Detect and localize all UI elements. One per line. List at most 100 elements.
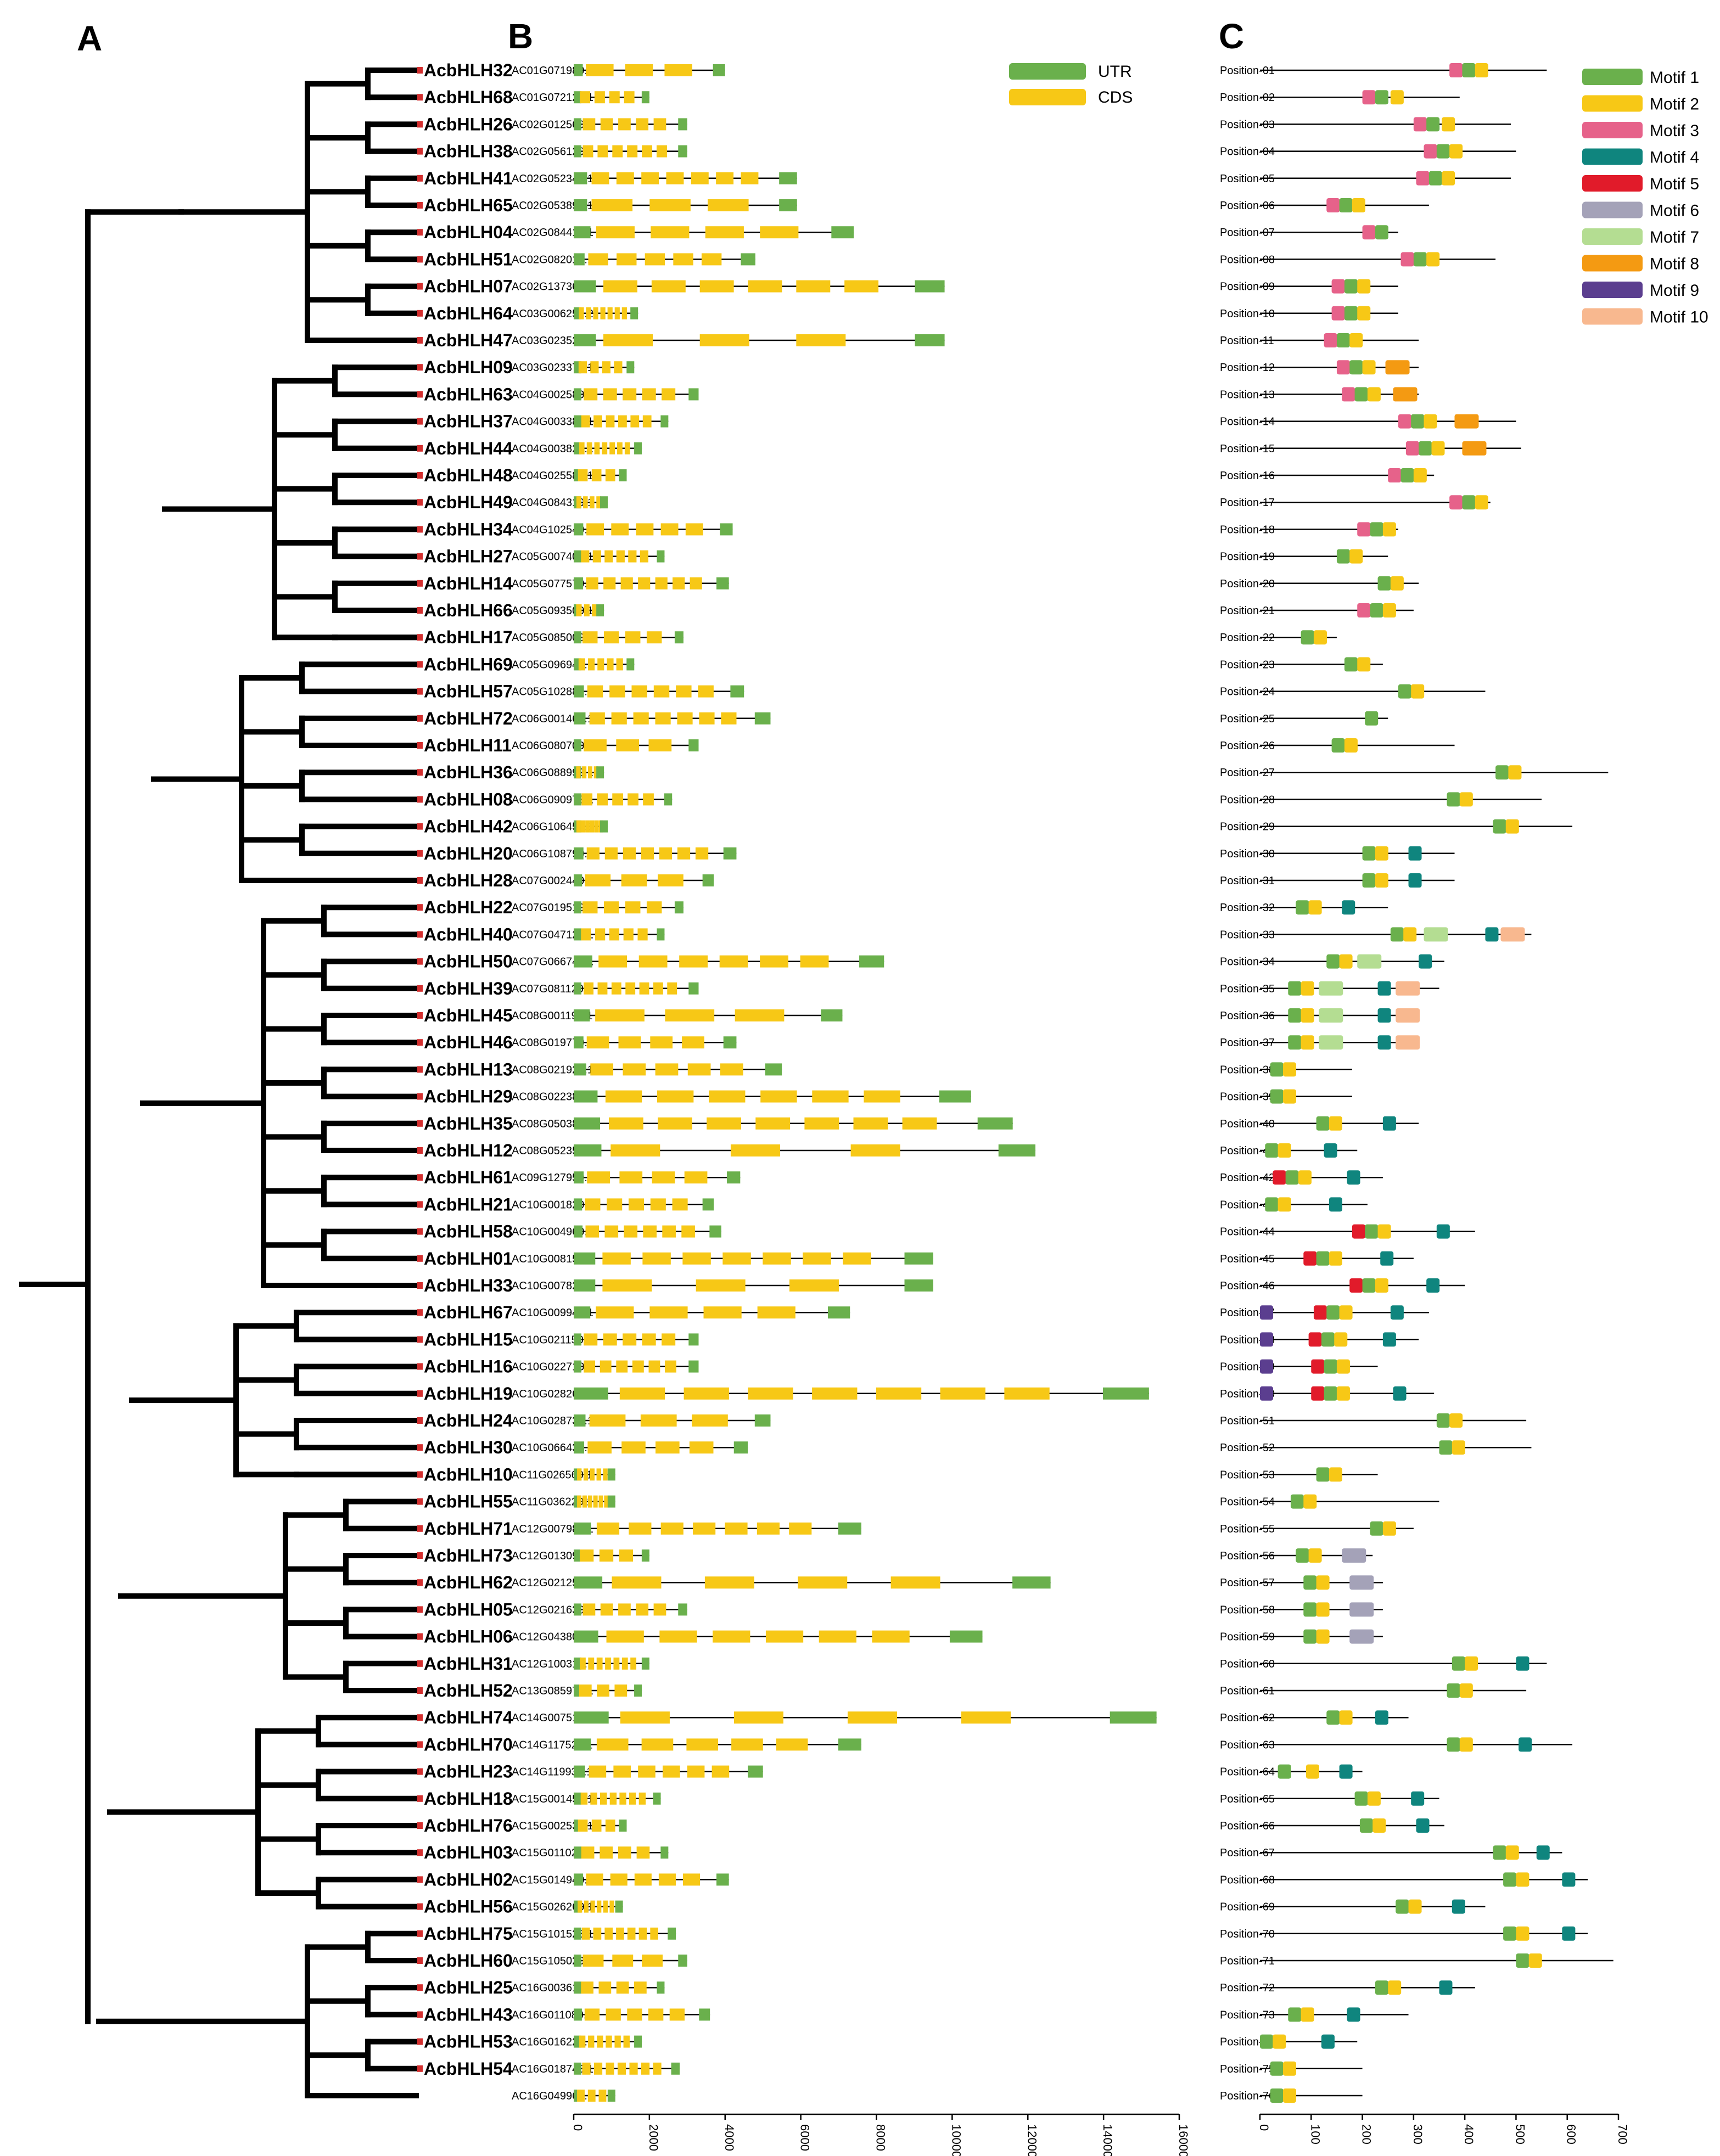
axis-tick-label: 400 — [1462, 2124, 1476, 2144]
position-id: Position-31 — [1220, 875, 1275, 887]
utr-block — [730, 685, 744, 698]
cds-block — [604, 1927, 613, 1940]
motif-5-box — [1311, 1359, 1325, 1374]
utr-block — [765, 1063, 782, 1076]
utr-block — [574, 1252, 596, 1265]
cds-block — [604, 1495, 609, 1508]
cds-block — [642, 1252, 671, 1265]
position-id: Position-29 — [1220, 821, 1275, 833]
utr-block — [904, 1252, 933, 1265]
gene-name: AcbHLH06 — [424, 1627, 513, 1647]
position-id: Position-15 — [1220, 443, 1275, 455]
cds-block — [611, 712, 627, 725]
cds-block — [748, 280, 782, 293]
motif-2-box — [1278, 1143, 1291, 1158]
utr-block — [574, 1738, 591, 1751]
cds-block — [698, 685, 714, 698]
motif-2-box — [1449, 144, 1463, 159]
position-id: Position-59 — [1220, 1631, 1275, 1643]
leaf-marker — [417, 1876, 423, 1883]
position-id: Position-52 — [1220, 1442, 1275, 1454]
leaf-marker — [417, 607, 423, 614]
cds-block — [699, 334, 749, 346]
leaf-marker — [417, 1282, 423, 1289]
cds-block — [662, 388, 676, 401]
axis-tick-label: 0 — [571, 2124, 585, 2131]
gene-name: AcbHLH12 — [424, 1141, 513, 1160]
utr-block — [664, 793, 673, 806]
motif-10-box — [1396, 981, 1420, 996]
cds-block — [646, 631, 662, 644]
utr-block — [827, 1306, 850, 1319]
motif-legend-swatch — [1582, 201, 1643, 218]
utr-block — [741, 253, 755, 266]
cds-block — [598, 1981, 612, 1994]
motif-1-box — [1436, 144, 1450, 159]
motif-4-box — [1411, 1791, 1425, 1806]
utr-block — [574, 550, 581, 563]
cds-block — [617, 253, 637, 266]
transcript-id: AC07G081120.2 — [512, 983, 593, 995]
cds-block — [630, 1657, 637, 1670]
utr-block — [1103, 1387, 1149, 1400]
motif-5-box — [1352, 1224, 1365, 1239]
position-id: Position-07 — [1220, 227, 1275, 239]
cds-block — [584, 2008, 600, 2021]
cds-block — [618, 118, 631, 131]
transcript-id: AC03G023370.1 — [512, 362, 593, 374]
position-id: Position-64 — [1220, 1766, 1275, 1778]
motif-1-box — [1447, 1683, 1460, 1698]
motif-8-box — [1454, 414, 1479, 429]
utr-block — [904, 1279, 933, 1292]
utr-block — [754, 1414, 771, 1427]
gene-name: AcbHLH64 — [424, 304, 513, 323]
utr-block — [600, 820, 608, 833]
cds-block — [719, 955, 748, 968]
cds-block — [701, 253, 722, 266]
cds-block — [658, 1873, 676, 1886]
motif-2-box — [1426, 252, 1440, 267]
cds-block — [617, 442, 623, 454]
cds-block — [798, 1576, 848, 1589]
cds-block — [605, 1090, 642, 1103]
cds-block — [641, 2062, 650, 2075]
utr-block — [949, 1630, 983, 1643]
transcript-id: AC15G026260.1 — [512, 1901, 593, 1913]
leaf-marker — [417, 1390, 423, 1397]
cds-block — [696, 1279, 746, 1292]
leaf-marker — [417, 661, 423, 668]
cds-block — [577, 2090, 585, 2102]
transcript-id: AC05G093500.1 — [512, 605, 593, 617]
motif-1-box — [1493, 1845, 1506, 1860]
utr-block — [574, 64, 583, 76]
motif-2-box — [1339, 954, 1353, 969]
cds-block — [581, 415, 590, 428]
leaf-marker — [417, 472, 423, 479]
motif-3-box — [1413, 117, 1427, 132]
motif-4-box — [1347, 1170, 1360, 1185]
motif-1-box — [1288, 1035, 1302, 1050]
axis-tick-label: 500 — [1513, 2124, 1527, 2144]
motif-2-box — [1382, 1521, 1396, 1536]
cds-block — [902, 1117, 937, 1130]
utr-block — [859, 955, 884, 968]
gene-name: AcbHLH76 — [424, 1816, 513, 1835]
cds-block — [580, 1792, 588, 1805]
cds-block — [581, 928, 591, 941]
cds-block — [693, 1522, 716, 1535]
position-id: Position-65 — [1220, 1793, 1275, 1805]
position-id: Position-69 — [1220, 1901, 1275, 1913]
cds-block — [618, 1603, 631, 1616]
leaf-marker — [417, 580, 423, 587]
utr-block — [574, 91, 581, 104]
position-id: Position-57 — [1220, 1577, 1275, 1589]
transcript-id: AC01G071980.3 — [512, 65, 593, 77]
gene-name: AcbHLH74 — [424, 1708, 513, 1727]
cds-block — [628, 793, 638, 806]
motif-1-box — [1336, 549, 1350, 564]
gene-name: AcbHLH70 — [424, 1734, 513, 1754]
position-id: Position-19 — [1220, 551, 1275, 563]
cds-block — [582, 1495, 587, 1508]
transcript-id: AC06G080700.1 — [512, 740, 593, 752]
motif-1-box — [1324, 1386, 1337, 1401]
